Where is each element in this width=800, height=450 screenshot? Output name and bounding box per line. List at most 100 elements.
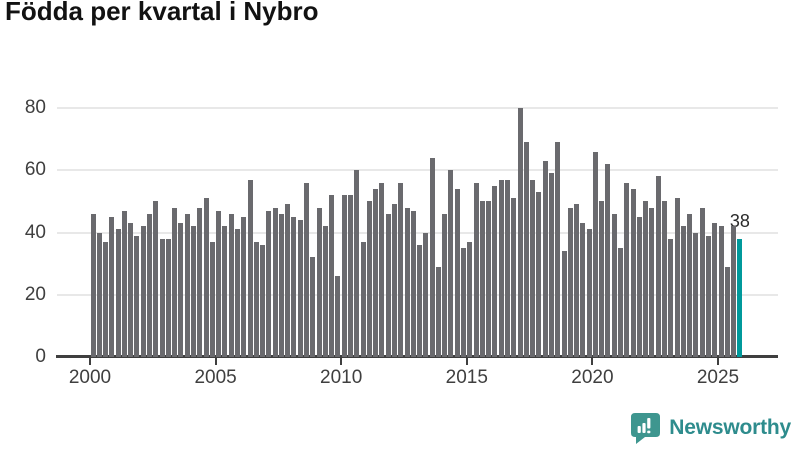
bar [228,213,234,357]
bar [661,201,667,357]
bar [492,185,498,357]
bar [247,179,253,357]
x-tick-label: 2010 [320,367,363,388]
bar [417,244,423,357]
x-axis-line [56,355,778,358]
bar [128,223,134,357]
bar [561,251,567,357]
last-value-label: 38 [729,210,750,231]
bar [96,232,102,357]
bar [241,216,247,357]
x-tick-label: 2005 [194,367,237,388]
bar [680,226,686,357]
bar [316,207,322,357]
gridline [57,169,778,172]
bar [385,213,391,357]
newsworthy-logo[interactable]: Newsworthy [630,412,791,444]
bar [197,207,203,357]
gridline [57,231,778,234]
bar [115,229,121,357]
bar [209,241,215,357]
bar [291,216,297,357]
bar [410,210,416,357]
bar [203,198,209,357]
bar [586,229,592,357]
x-tick-mark [465,357,468,365]
y-tick-label: 20 [24,283,46,305]
bar [335,276,341,357]
bar [668,238,674,357]
bar [530,179,536,357]
highlighted-bar [737,238,743,357]
bar [297,220,303,357]
bar [517,108,523,357]
bar [322,226,328,357]
bar [448,170,454,357]
bar [674,198,680,357]
x-tick-mark [214,357,217,365]
newsworthy-chart-bubble-icon [631,413,661,444]
bar [649,207,655,357]
bar [624,182,630,357]
bar [693,232,699,357]
newsworthy-wordmark: Newsworthy [669,416,791,439]
x-tick-label: 2000 [68,367,112,388]
bar [285,204,291,357]
bar [404,207,410,357]
bar [222,226,228,357]
bar [724,266,730,357]
bar [260,244,266,357]
bar [643,201,649,357]
bar [159,238,165,357]
x-tick-label: 2025 [696,367,740,388]
bar [712,223,718,357]
chart-title: Födda per kvartal i Nybro [5,0,319,26]
bar [429,157,435,357]
bar [341,195,347,357]
bar [536,192,542,357]
bar [347,195,353,357]
bar [354,170,360,357]
gridline [57,107,778,109]
x-tick-mark [717,357,719,365]
bar [479,201,485,357]
bar [523,142,529,357]
x-tick-mark [591,357,594,365]
bar [511,198,517,357]
bar [731,226,737,357]
bar [109,216,115,357]
bar [216,210,222,357]
bar [184,213,190,357]
bar [329,195,335,357]
bar [498,179,504,357]
bar [442,213,448,357]
bar [592,151,598,357]
bar [366,201,372,357]
bar [172,207,178,357]
bar [165,238,171,357]
bar [486,201,492,357]
bar [190,226,196,357]
bar [121,210,127,357]
bar [423,232,429,357]
bar [473,182,479,357]
bar [272,207,278,357]
bar [310,257,316,357]
x-tick-mark [89,357,91,365]
y-tick-label: 80 [24,97,46,118]
bar [153,201,159,357]
bar [454,188,460,357]
x-tick-label: 2020 [571,367,614,388]
bar [253,241,259,357]
bar [718,226,724,357]
bar [373,188,379,357]
bar [278,213,284,357]
bar [542,160,548,357]
bar [687,213,693,357]
bar [599,201,605,357]
x-tick-label: 2015 [445,367,488,388]
bar [630,188,636,357]
bar [360,241,366,357]
y-tick-label: 0 [35,346,46,367]
bar [435,266,441,357]
